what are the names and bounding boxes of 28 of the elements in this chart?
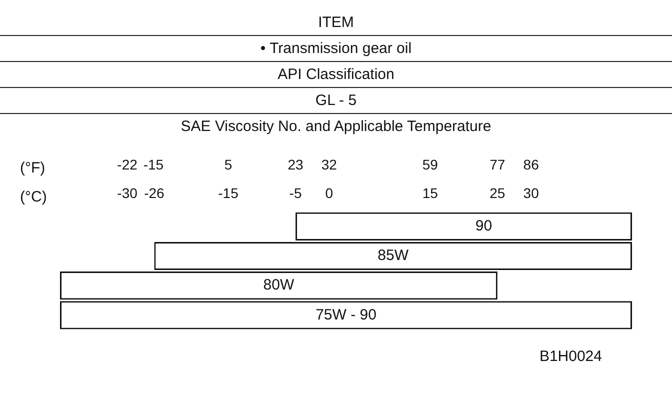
text: SAE Viscosity No. and Applicable Temperature — [180, 117, 492, 137]
x-tick-label: -26 — [144, 185, 165, 202]
text: GL - 5 — [0, 88, 672, 114]
chart-subtitle: • Transmission gear oil — [0, 36, 672, 62]
x2-tick-label: 5 — [224, 156, 232, 172]
x2-tick-label: 86 — [523, 156, 540, 172]
x2-tick-label: -15 — [143, 156, 164, 172]
chart-title: ITEM — [0, 10, 672, 36]
x-tick-label: -30 — [117, 185, 138, 202]
x-tick-label: 25 — [490, 185, 506, 202]
x-tick-label: 30 — [523, 185, 540, 202]
text: API Classification — [0, 62, 672, 88]
x2-tick-label: -22 — [117, 156, 138, 172]
x-tick-label: 0 — [325, 185, 334, 202]
x-tick-label: -5 — [289, 185, 302, 202]
x2-tick-label: 23 — [288, 156, 304, 172]
y-tick-label: 85W — [378, 247, 410, 264]
y-tick-label: 90 — [475, 218, 492, 235]
x-tick-label: 15 — [422, 185, 438, 202]
x2-tick-label: 32 — [321, 156, 338, 172]
text: B1H0024 — [539, 348, 602, 365]
y-tick-label: 80W — [263, 276, 295, 294]
x2-tick-label: 77 — [490, 156, 506, 172]
x-tick-label: -15 — [218, 185, 239, 202]
x2-axis-title: (°F) — [20, 160, 46, 177]
x2-tick-label: 59 — [422, 156, 438, 172]
x-axis-title: (°C) — [20, 188, 47, 206]
y-tick-label: 75W - 90 — [316, 306, 376, 324]
